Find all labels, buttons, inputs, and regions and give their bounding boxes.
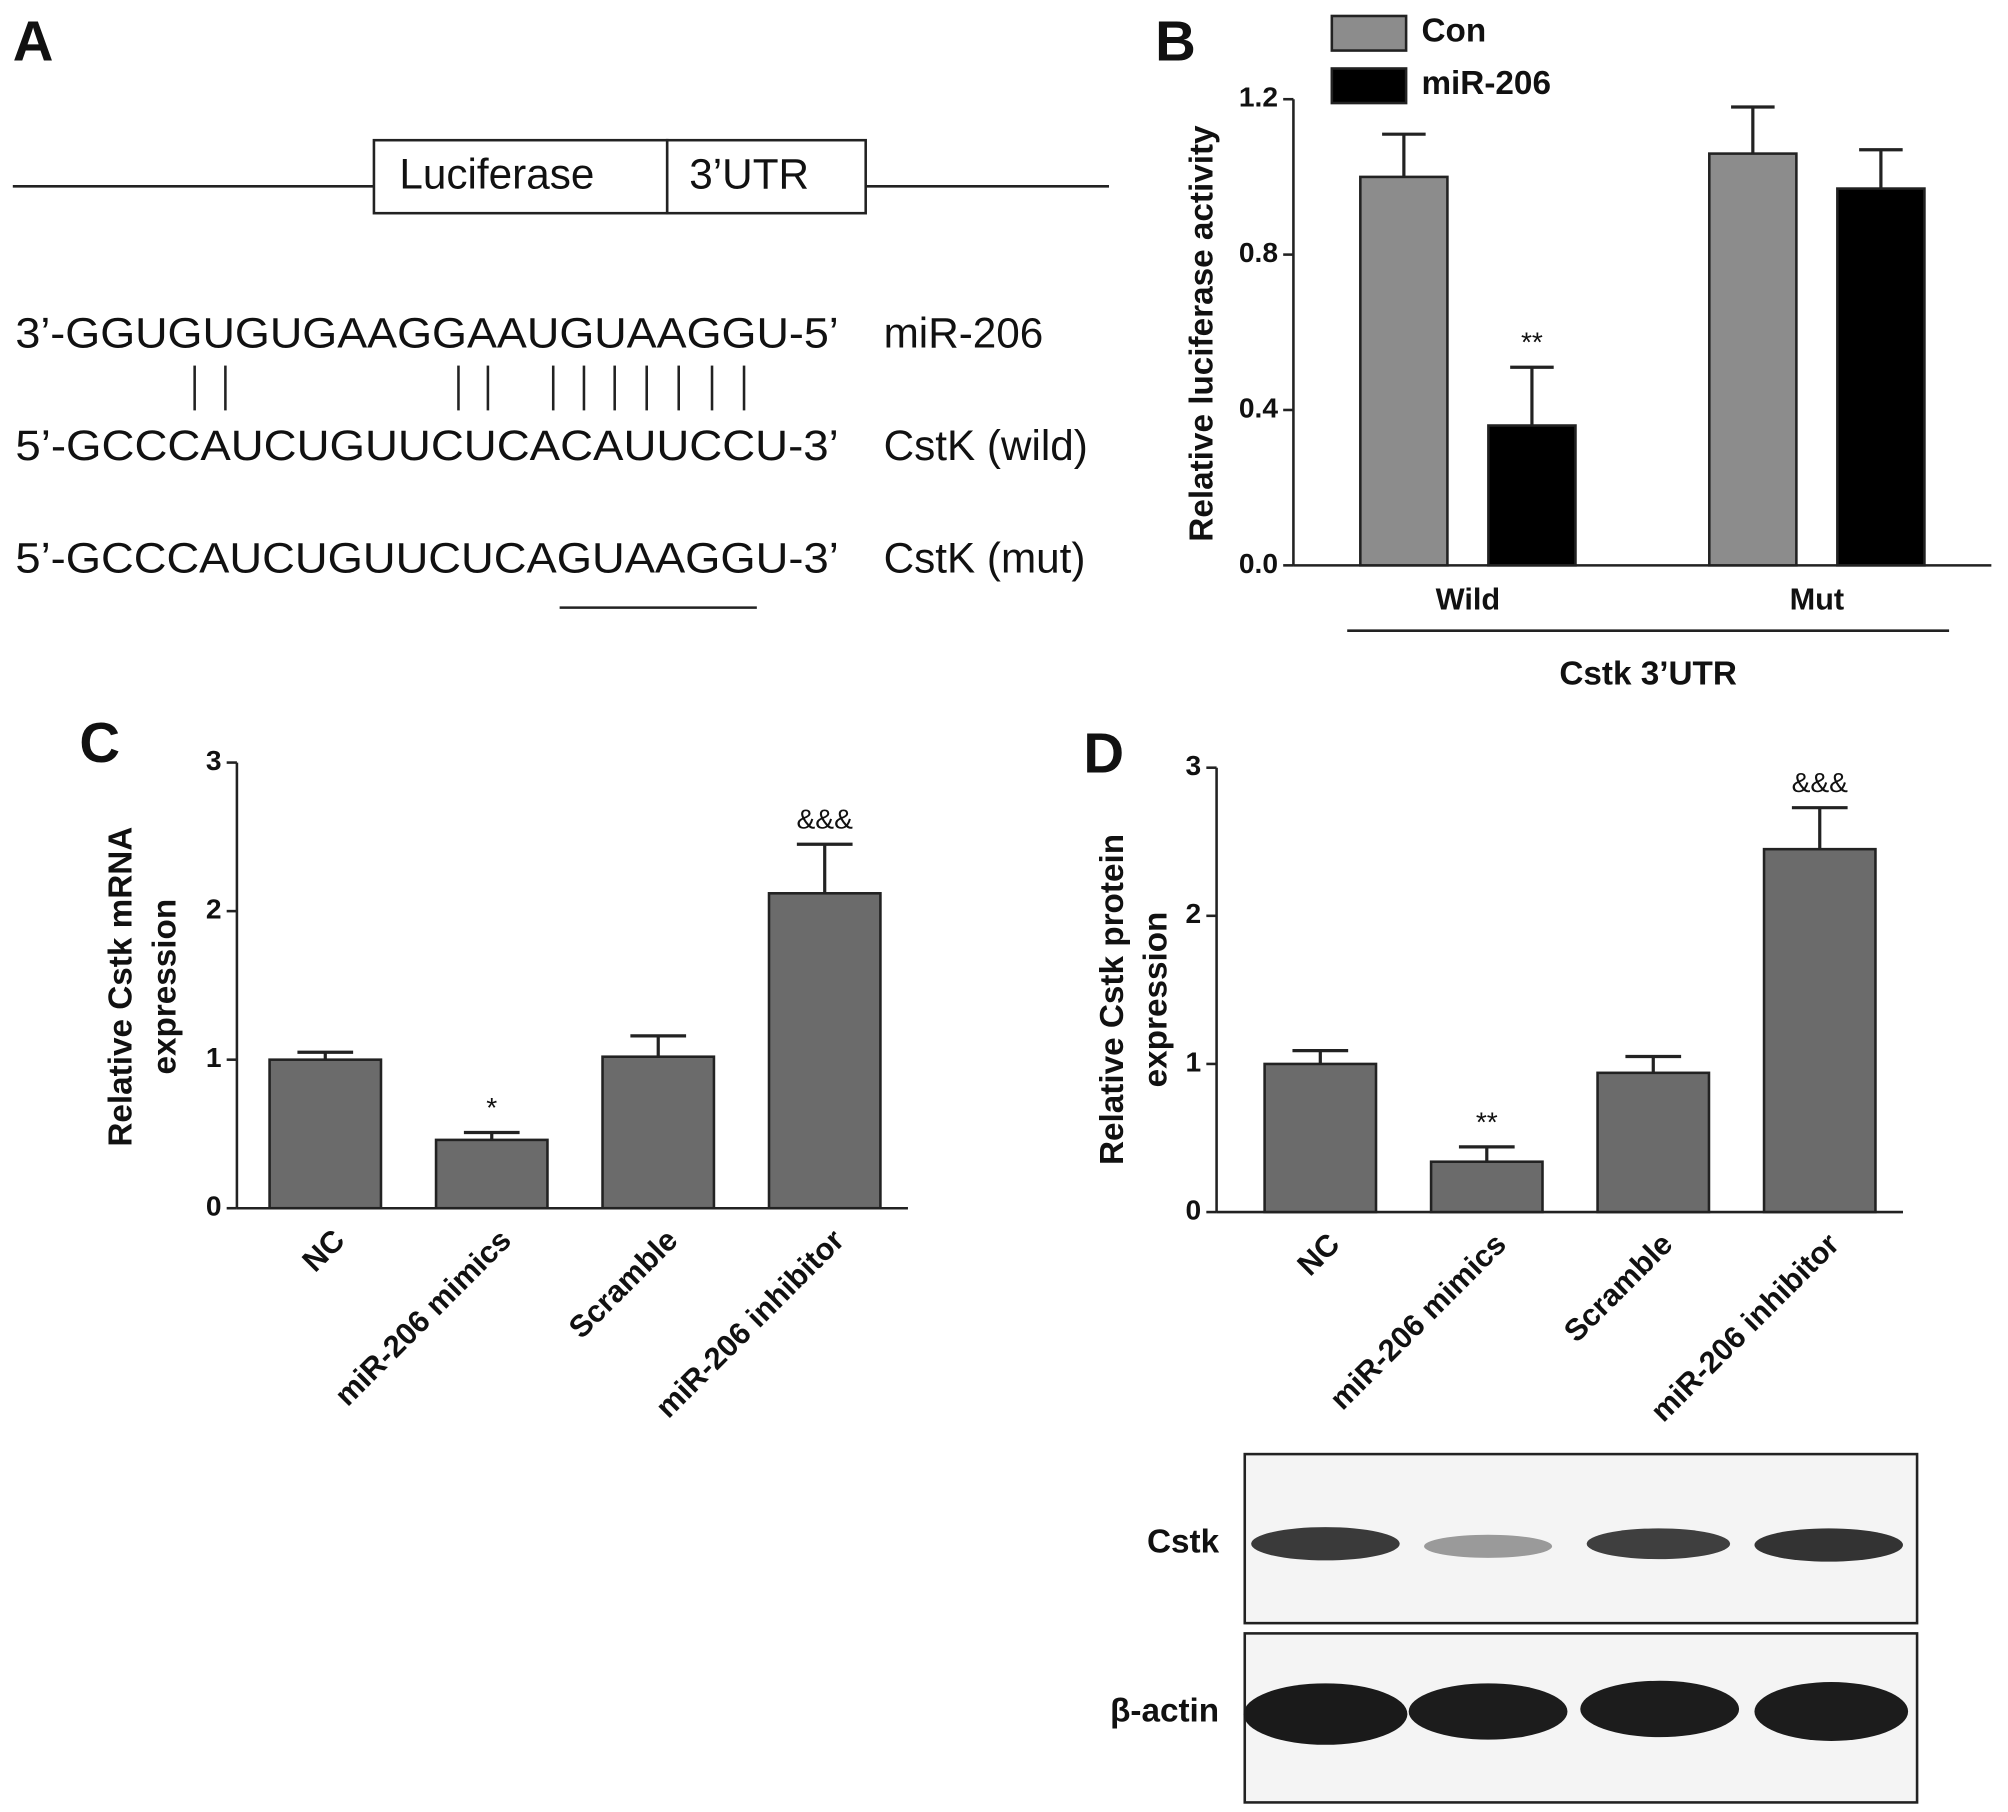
legend-swatch	[1330, 67, 1408, 105]
y-tick-label: 0	[1186, 1194, 1202, 1226]
error-bar	[1510, 365, 1554, 426]
sequence: 5’-GCCCAUCUGUUCUCAGUAAGGU-3’	[15, 535, 838, 582]
error-bar	[1859, 148, 1903, 189]
x-tick-label: Scramble	[562, 1222, 685, 1345]
error-bar	[630, 1034, 687, 1057]
y-tick-label: 3	[1186, 749, 1202, 781]
legend-swatch	[1330, 14, 1408, 52]
y-tick-label: 2	[206, 893, 222, 925]
y-tick-label: 0.0	[1239, 547, 1278, 579]
x-tick-label: NC	[295, 1222, 351, 1278]
panel-label: D	[1083, 721, 1124, 784]
x-axis-label: Cstk 3’UTR	[1559, 655, 1737, 692]
y-tick-label: 1.2	[1239, 81, 1278, 113]
significance-mark: **	[1521, 326, 1543, 358]
y-axis-label: Relative luciferase activity	[1184, 125, 1221, 542]
blot-label: β-actin	[1110, 1693, 1219, 1730]
bar	[1708, 152, 1798, 567]
error-bar	[1731, 105, 1775, 154]
panel-label: A	[13, 9, 54, 72]
y-tick-label: 0.4	[1239, 391, 1278, 423]
panel-label: B	[1155, 9, 1196, 72]
sequence-label: CstK (wild)	[884, 422, 1088, 469]
y-axis-label: expression	[146, 899, 183, 1075]
error-bar	[1292, 1049, 1349, 1064]
error-bar	[1458, 1145, 1515, 1162]
x-tick-label: Scramble	[1557, 1226, 1680, 1349]
x-tick-label: Mut	[1790, 581, 1845, 616]
bar	[1263, 1062, 1378, 1214]
bar	[434, 1138, 549, 1210]
significance-mark: *	[486, 1091, 497, 1123]
legend-label: Con	[1421, 12, 1486, 49]
sequence-label: miR-206	[884, 309, 1044, 356]
y-axis-label: Relative Cstk protein	[1094, 834, 1131, 1165]
y-tick-label: 0.8	[1239, 236, 1278, 268]
sequence-label: CstK (mut)	[884, 535, 1086, 582]
error-bar	[463, 1130, 520, 1140]
x-tick-label: NC	[1290, 1226, 1346, 1282]
box-label: Luciferase	[399, 150, 594, 197]
box-label: 3’UTR	[689, 150, 809, 197]
bar	[1359, 175, 1449, 567]
bar	[1487, 424, 1577, 567]
sequence: 5’-GCCCAUCUGUUCUCACAUUCCU-3’	[15, 422, 838, 469]
error-bar	[1625, 1054, 1682, 1073]
bar	[1762, 847, 1877, 1214]
y-tick-label: 2	[1186, 897, 1202, 929]
error-bar	[1791, 806, 1848, 850]
legend-label: miR-206	[1421, 65, 1551, 102]
significance-mark: **	[1476, 1105, 1498, 1137]
bar	[268, 1058, 383, 1210]
y-tick-label: 1	[206, 1041, 222, 1073]
base-pairing	[193, 365, 746, 411]
significance-mark: &&&	[797, 803, 854, 835]
bar	[601, 1055, 716, 1210]
bar	[1429, 1160, 1544, 1214]
y-axis-label: expression	[1137, 912, 1174, 1088]
sequence: 3’-GGUGUGUGAAGGAAUGUAAGGU-5’	[15, 309, 838, 356]
bar	[1836, 187, 1926, 567]
y-tick-label: 3	[206, 744, 222, 776]
y-axis-label: Relative Cstk mRNA	[103, 827, 140, 1147]
bar	[1596, 1071, 1711, 1214]
error-bar	[796, 842, 853, 894]
y-tick-label: 0	[206, 1190, 222, 1222]
bar	[767, 892, 882, 1210]
construct	[12, 138, 1110, 215]
y-tick-label: 1	[1186, 1045, 1202, 1077]
blot-label: Cstk	[1147, 1524, 1220, 1561]
x-tick-label: miR-206 inhibitor	[649, 1222, 851, 1424]
x-tick-label: miR-206 mimics	[328, 1222, 518, 1412]
x-tick-label: miR-206 inhibitor	[1644, 1226, 1846, 1428]
error-bar	[1382, 132, 1426, 177]
error-bar	[297, 1050, 354, 1060]
panel-label: C	[79, 711, 120, 774]
x-tick-label: Wild	[1436, 581, 1501, 616]
x-tick-label: miR-206 mimics	[1323, 1226, 1513, 1416]
western-blot	[1243, 1452, 1919, 1804]
significance-mark: &&&	[1792, 766, 1849, 798]
